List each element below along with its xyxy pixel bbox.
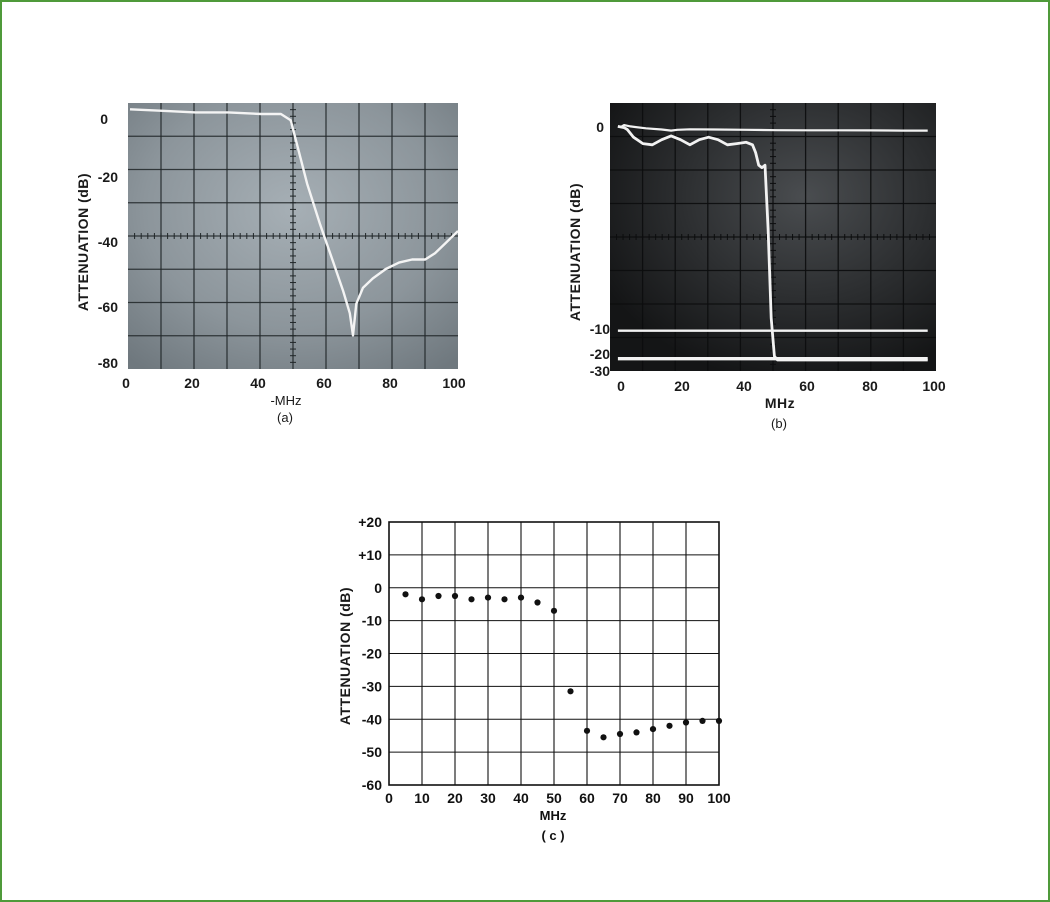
chart-b-xtick-label: 20 — [674, 378, 690, 394]
chart-c-ytick-label: +10 — [358, 547, 382, 563]
chart-b-x-axis-label: MHz — [765, 395, 795, 411]
chart-c-xtick-label: 30 — [480, 790, 496, 806]
chart-a-ytick-label: -80 — [98, 355, 118, 371]
chart-a-ytick-label: -40 — [98, 234, 118, 250]
chart-b-series-lines — [617, 124, 928, 362]
chart-a-y-axis-label: ATTENUATION (dB) — [75, 173, 91, 311]
chart-c-x-axis-label: MHz — [540, 808, 567, 823]
chart-b-grid — [610, 103, 936, 371]
chart-c-xtick-label: 10 — [414, 790, 430, 806]
chart-b-xtick-label: 40 — [736, 378, 752, 394]
chart-a-x-axis-label: -MHz — [270, 393, 301, 408]
chart-a-ytick-label: -20 — [98, 169, 118, 185]
chart-c-ytick-label: +20 — [358, 514, 382, 530]
chart-a-caption: (a) — [277, 410, 293, 425]
chart-b-xtick-label: 100 — [922, 378, 946, 394]
chart-c-data-point — [501, 596, 508, 603]
chart-c-grid — [389, 522, 719, 785]
chart-c-xtick-label: 100 — [707, 790, 731, 806]
chart-c-ytick-label: 0 — [374, 580, 382, 596]
chart-a-xtick-label: 40 — [250, 375, 266, 391]
chart-c-xtick-labels: 0 10 20 30 40 50 60 70 80 90 100 — [385, 790, 731, 806]
chart-c-y-axis-label: ATTENUATION (dB) — [337, 587, 353, 725]
chart-c-xtick-label: 90 — [678, 790, 694, 806]
chart-c-caption: ( c ) — [541, 828, 564, 843]
chart-c-ytick-label: -40 — [362, 711, 382, 727]
chart-a: 0 -20 -40 -60 -80 0 20 40 60 80 100 ATTE… — [75, 103, 466, 425]
chart-a-xtick-label: 60 — [316, 375, 332, 391]
chart-c: +20 +10 0 -10 -20 -30 -40 -50 -60 0 10 20 30 40 50 60 7… — [337, 514, 731, 843]
chart-b-xtick-label: 80 — [862, 378, 878, 394]
chart-c-ytick-label: -50 — [362, 744, 382, 760]
chart-a-xtick-label: 0 — [122, 375, 130, 391]
chart-a-xtick-label: 100 — [442, 375, 466, 391]
chart-b-y-axis-label: ATTENUATION (dB) — [567, 183, 583, 321]
chart-c-ytick-label: -60 — [362, 777, 382, 793]
chart-b-xtick-label: 0 — [617, 378, 625, 394]
chart-b-caption: (b) — [771, 416, 787, 431]
chart-a-xtick-label: 20 — [184, 375, 200, 391]
chart-c-data-point — [583, 727, 591, 734]
chart-c-data-point — [402, 591, 409, 598]
chart-c-data-point — [567, 688, 574, 695]
chart-c-ytick-label: -20 — [362, 646, 382, 662]
chart-b-series-line-1 — [617, 124, 928, 132]
chart-b-xtick-label: 60 — [799, 378, 815, 394]
chart-b-ytick-label: -30 — [590, 363, 610, 379]
chart-b-ytick-label: 0 — [596, 119, 604, 135]
chart-c-ytick-labels: +20 +10 0 -10 -20 -30 -40 -50 -60 — [358, 514, 382, 793]
chart-c-data-point — [600, 734, 607, 741]
chart-c-xtick-label: 80 — [645, 790, 661, 806]
chart-c-ytick-label: -10 — [362, 613, 382, 629]
chart-c-data-point — [418, 596, 426, 603]
chart-c-data-point — [633, 729, 640, 736]
chart-c-xtick-label: 60 — [579, 790, 595, 806]
chart-a-grid — [128, 103, 458, 369]
chart-c-data-point — [451, 592, 459, 600]
chart-c-xtick-label: 50 — [546, 790, 562, 806]
chart-c-xtick-label: 70 — [612, 790, 628, 806]
chart-c-data-point — [682, 719, 690, 726]
chart-c-ytick-label: -30 — [362, 678, 382, 694]
chart-b-ytick-label: -20 — [590, 346, 610, 362]
chart-c-data-point — [616, 730, 624, 738]
chart-c-data-point — [468, 596, 475, 603]
chart-a-xtick-label: 80 — [382, 375, 398, 391]
chart-c-data-point — [517, 594, 525, 601]
chart-a-ytick-label: -60 — [98, 299, 118, 315]
chart-c-data-point — [666, 722, 673, 729]
chart-c-data-point — [715, 717, 723, 725]
chart-b-ytick-label: -10 — [590, 321, 610, 337]
chart-c-data-point — [435, 592, 442, 600]
chart-c-xtick-label: 40 — [513, 790, 529, 806]
chart-c-xtick-label: 0 — [385, 790, 393, 806]
chart-c-data-point — [484, 594, 492, 601]
chart-a-series-line — [129, 108, 459, 337]
chart-a-ytick-label: 0 — [100, 111, 108, 127]
chart-c-data-point — [699, 717, 706, 725]
chart-c-points — [402, 591, 723, 741]
chart-c-data-point — [550, 607, 558, 614]
chart-b: 0 -10 -20 -30 0 20 40 60 80 100 ATTENUAT… — [567, 103, 946, 431]
chart-c-data-point — [649, 726, 657, 733]
chart-c-xtick-label: 20 — [447, 790, 463, 806]
chart-c-data-point — [534, 599, 541, 606]
